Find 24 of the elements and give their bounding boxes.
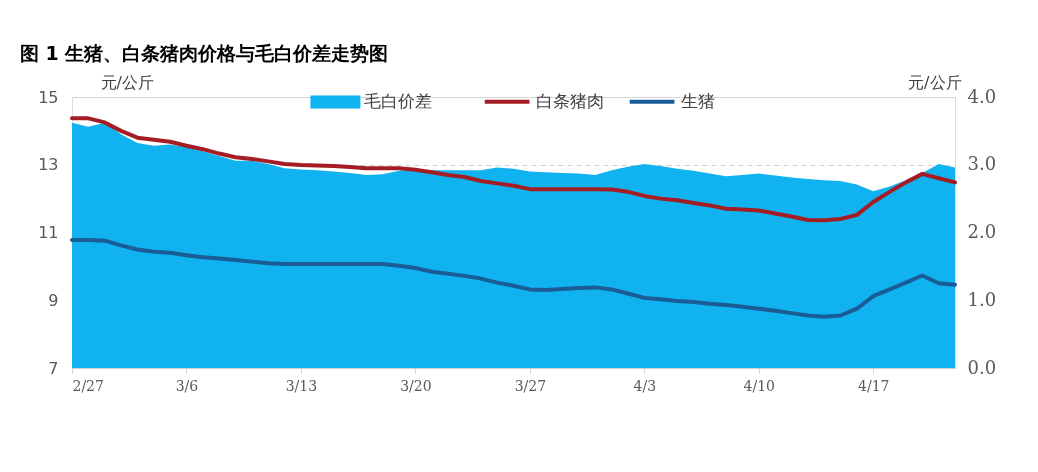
y2-tick-label: 1.0	[967, 288, 997, 310]
x-tick-label: 4/3	[633, 377, 657, 394]
y-tick-label: 13	[38, 155, 59, 175]
legend-label: 白条猪肉	[535, 90, 604, 111]
x-tick-label: 2/27	[72, 377, 104, 394]
x-tick-label: 4/17	[858, 377, 890, 394]
x-tick-label: 4/10	[743, 377, 775, 394]
y-tick-label: 9	[48, 290, 59, 310]
y2-tick-label: 2.0	[967, 221, 997, 242]
x-tick-label: 3/27	[514, 377, 547, 394]
y-axis-title: 元/公斤	[100, 72, 154, 92]
legend-label: 生猪	[680, 90, 715, 111]
legend-label: 毛白价差	[364, 91, 433, 111]
y-tick-label: 7	[48, 358, 59, 378]
y2-tick-label: 0.0	[967, 356, 997, 378]
x-tick-label: 3/6	[175, 377, 199, 394]
y2-tick-label: 4.0	[967, 85, 997, 107]
y-tick-label: 11	[38, 223, 59, 242]
chart-title: 图 1 生猪、白条猪肉价格与毛白价差走势图	[20, 42, 389, 64]
x-tick-label: 3/20	[400, 377, 432, 394]
y2-axis-title: 元/公斤	[908, 72, 962, 92]
y-tick-label: 15	[38, 87, 59, 107]
x-tick-label: 3/13	[285, 377, 318, 394]
y2-tick-label: 3.0	[967, 153, 997, 175]
